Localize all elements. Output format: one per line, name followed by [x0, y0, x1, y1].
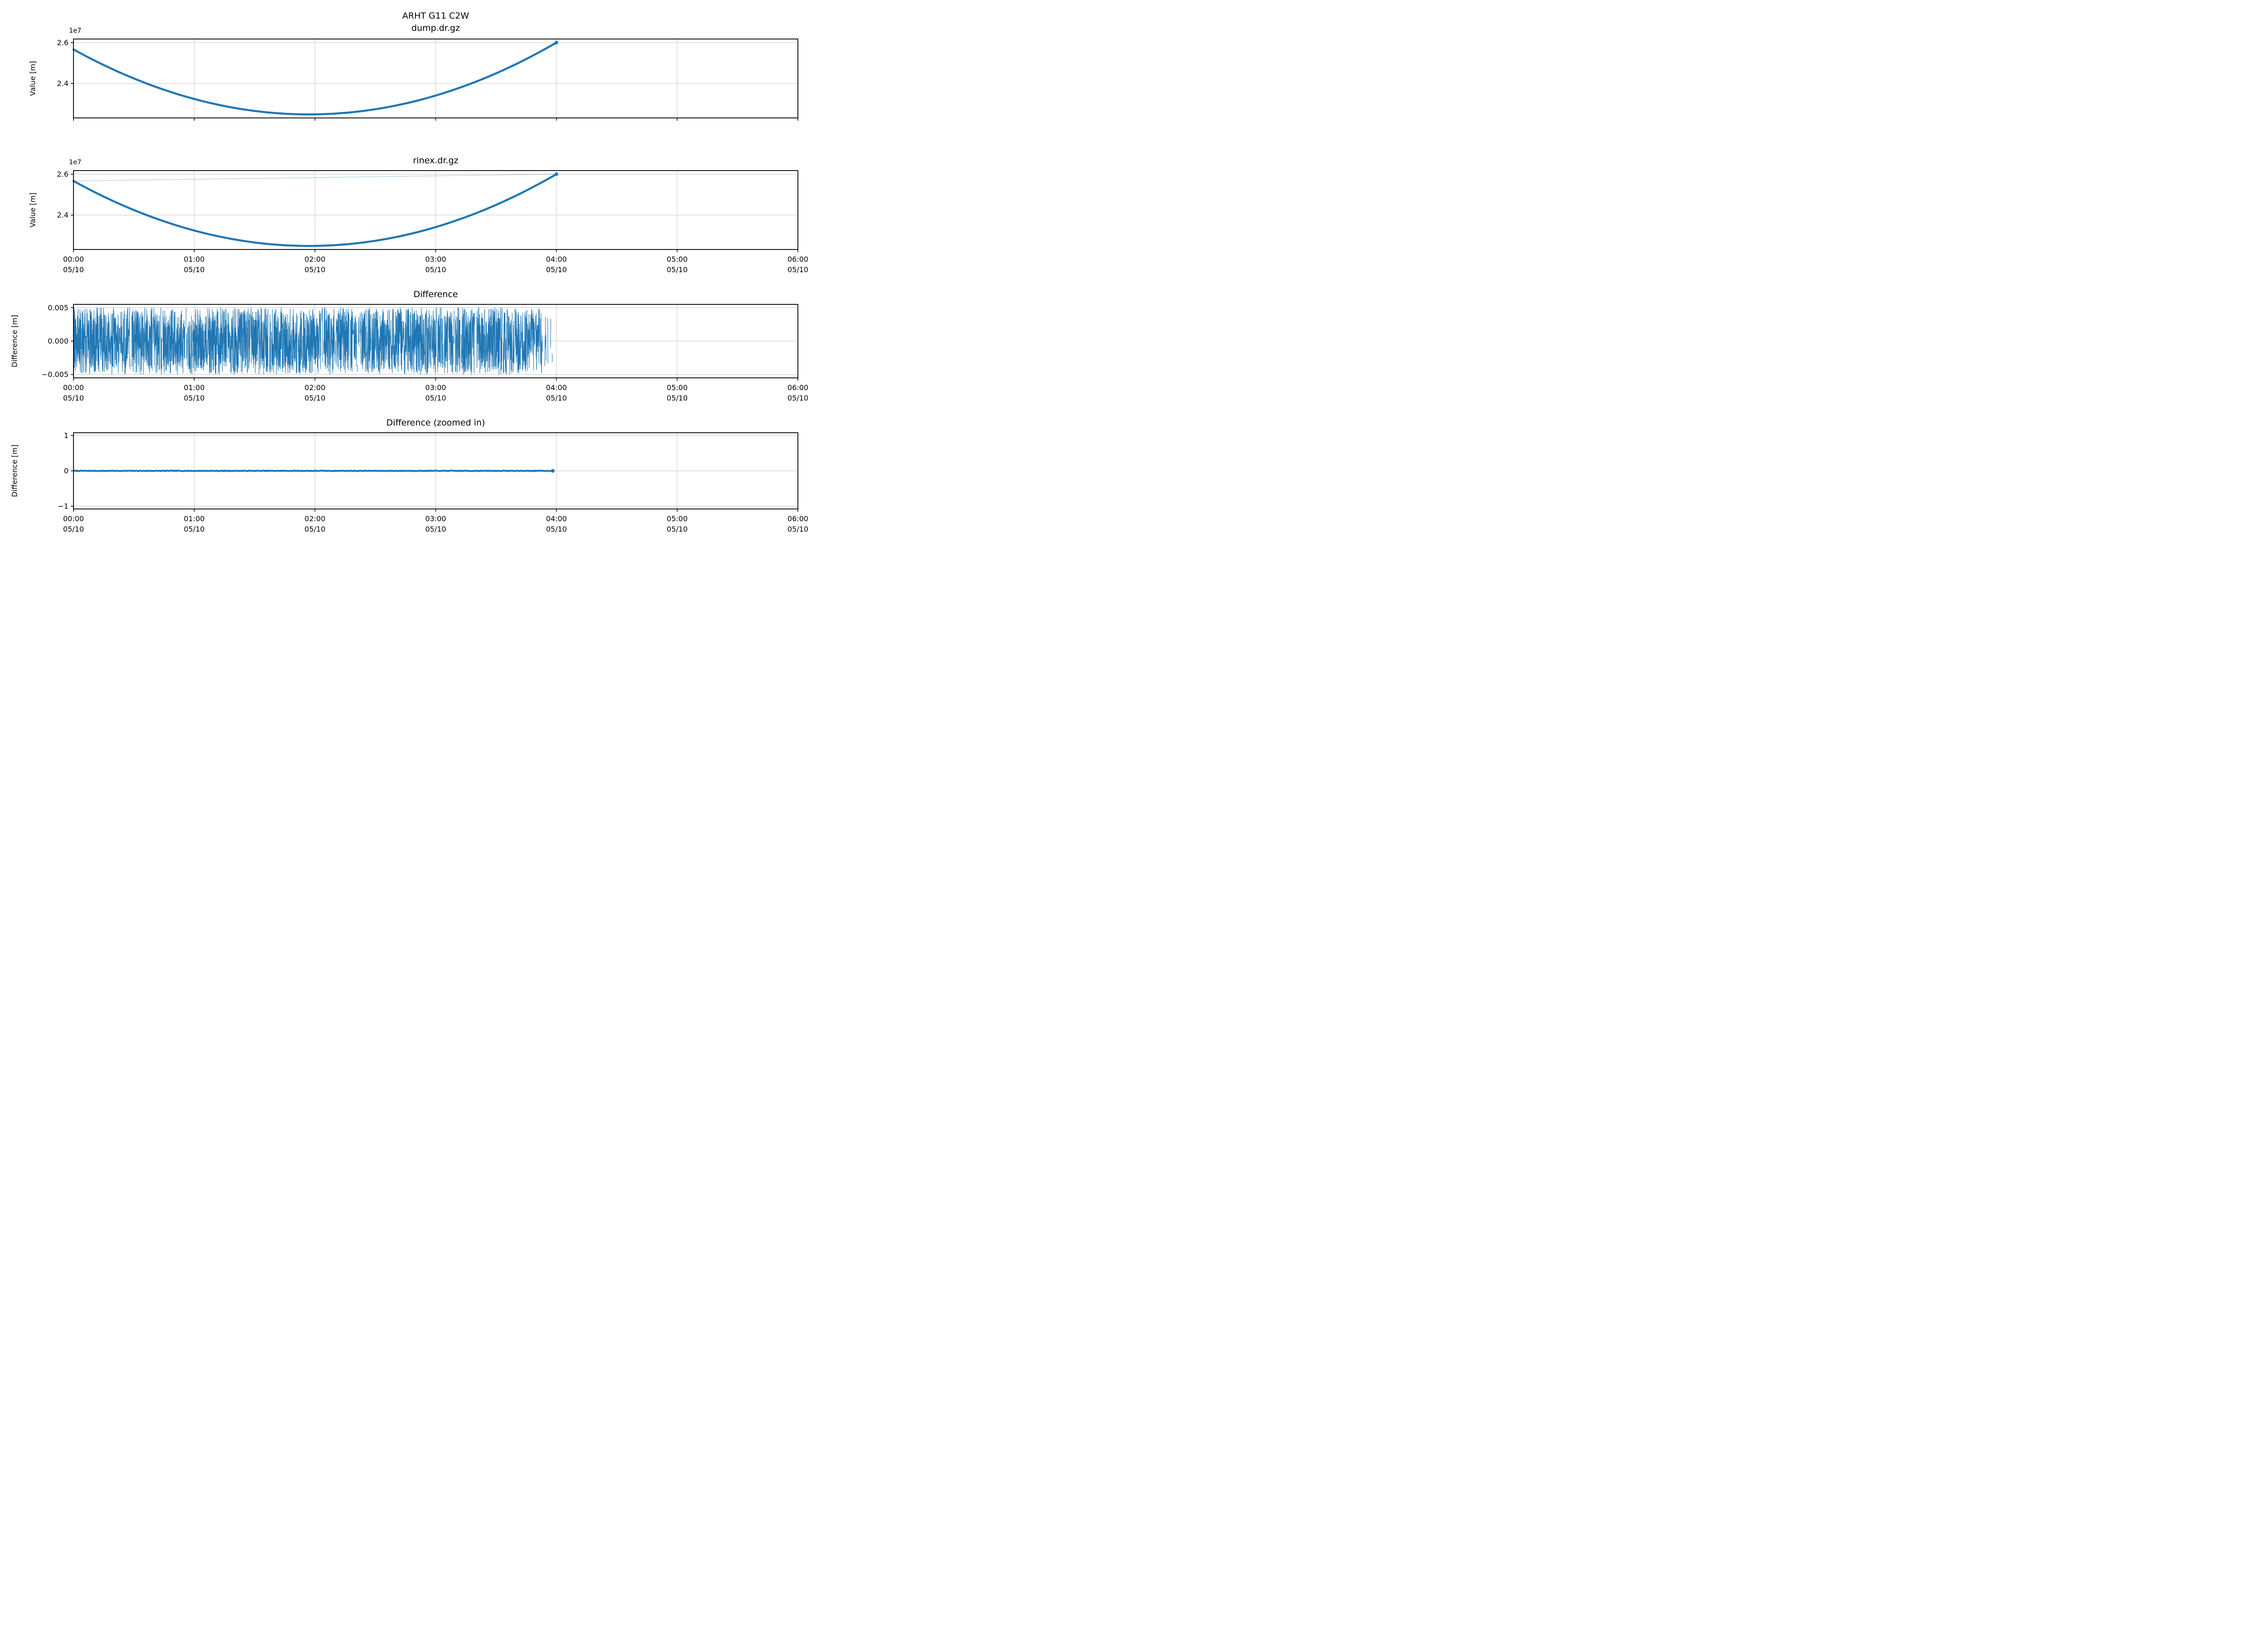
x-tick-date-label: 05/10	[63, 265, 84, 274]
x-tick-time-label: 04:00	[546, 514, 567, 523]
y-tick-label: −1	[58, 502, 68, 510]
x-tick-time-label: 01:00	[184, 383, 205, 392]
dump-series-line	[72, 41, 557, 116]
rinex-endpoint-marker	[554, 172, 558, 176]
x-tick-time-label: 02:00	[304, 383, 325, 392]
y-tick-label: 2.4	[57, 79, 68, 88]
rinex-series-line	[72, 173, 557, 247]
x-tick-time-label: 03:00	[425, 255, 446, 264]
y-tick-label: 2.6	[57, 39, 68, 47]
x-tick-time-label: 05:00	[667, 255, 688, 264]
plot4-ylabel: Difference [m]	[10, 445, 19, 497]
y-tick-label: 1	[64, 431, 68, 440]
x-tick-time-label: 06:00	[787, 383, 808, 392]
x-tick-time-label: 02:00	[304, 255, 325, 264]
x-tick-time-label: 06:00	[787, 514, 808, 523]
y-tick-label: −0.005	[42, 370, 68, 379]
x-tick-date-label: 05/10	[425, 525, 446, 533]
x-tick-time-label: 00:00	[63, 514, 84, 523]
x-tick-date-label: 05/10	[546, 394, 567, 402]
x-tick-date-label: 05/10	[667, 394, 688, 402]
difference_zoom-endpoint-marker	[551, 469, 555, 473]
x-tick-date-label: 05/10	[667, 525, 688, 533]
plot2-title: rinex.dr.gz	[413, 156, 459, 166]
plot4-title: Difference (zoomed in)	[386, 418, 485, 428]
x-tick-date-label: 05/10	[63, 394, 84, 402]
plot3-ylabel: Difference [m]	[10, 315, 19, 367]
x-tick-time-label: 03:00	[425, 383, 446, 392]
x-tick-date-label: 05/10	[787, 265, 808, 274]
x-tick-date-label: 05/10	[787, 525, 808, 533]
rinex-wraparound-line	[73, 174, 557, 181]
plot1-title-line2: dump.dr.gz	[411, 23, 460, 33]
y-tick-label: 2.4	[57, 211, 68, 220]
plot3-title: Difference	[413, 289, 458, 299]
difference_zoom-series-line	[73, 469, 553, 473]
x-tick-date-label: 05/10	[184, 394, 205, 402]
x-tick-date-label: 05/10	[304, 525, 325, 533]
x-tick-time-label: 01:00	[184, 255, 205, 264]
y-tick-label: 0.000	[48, 337, 68, 346]
x-tick-date-label: 05/10	[787, 394, 808, 402]
x-tick-date-label: 05/10	[184, 525, 205, 533]
x-tick-time-label: 04:00	[546, 383, 567, 392]
x-tick-time-label: 05:00	[667, 514, 688, 523]
x-tick-date-label: 05/10	[425, 394, 446, 402]
x-tick-date-label: 05/10	[546, 265, 567, 274]
dump-endpoint-marker	[554, 40, 558, 44]
x-tick-date-label: 05/10	[184, 265, 205, 274]
figure: 2.4 2.6 00:00 05/10 01:00 05/10 02:00 05/10 03:0…	[0, 0, 816, 544]
x-tick-date-label: 05/10	[304, 265, 325, 274]
y-tick-label: 0	[64, 467, 68, 475]
x-tick-time-label: 02:00	[304, 514, 325, 523]
y-tick-label: 0.005	[48, 303, 68, 312]
x-tick-date-label: 05/10	[546, 525, 567, 533]
x-tick-time-label: 06:00	[787, 255, 808, 264]
x-tick-time-label: 03:00	[425, 514, 446, 523]
x-tick-time-label: 04:00	[546, 255, 567, 264]
x-tick-time-label: 01:00	[184, 514, 205, 523]
x-tick-time-label: 05:00	[667, 383, 688, 392]
plot1-title-line1: ARHT G11 C2W	[402, 11, 469, 21]
y-tick-label: 2.6	[57, 170, 68, 179]
plot2-ylabel: Value [m]	[28, 192, 37, 228]
plot2-offset-label: 1e7	[69, 159, 82, 166]
x-tick-date-label: 05/10	[667, 265, 688, 274]
x-tick-date-label: 05/10	[425, 265, 446, 274]
x-tick-time-label: 00:00	[63, 255, 84, 264]
x-tick-date-label: 05/10	[304, 394, 325, 402]
plot1-ylabel: Value [m]	[28, 61, 37, 96]
plot1-offset-label: 1e7	[69, 27, 82, 34]
x-tick-time-label: 00:00	[63, 383, 84, 392]
difference-noise-band	[73, 307, 553, 375]
x-tick-date-label: 05/10	[63, 525, 84, 533]
plots-canvas: 2.42.600:0005/1001:0005/1002:0005/1003:0…	[42, 39, 808, 533]
